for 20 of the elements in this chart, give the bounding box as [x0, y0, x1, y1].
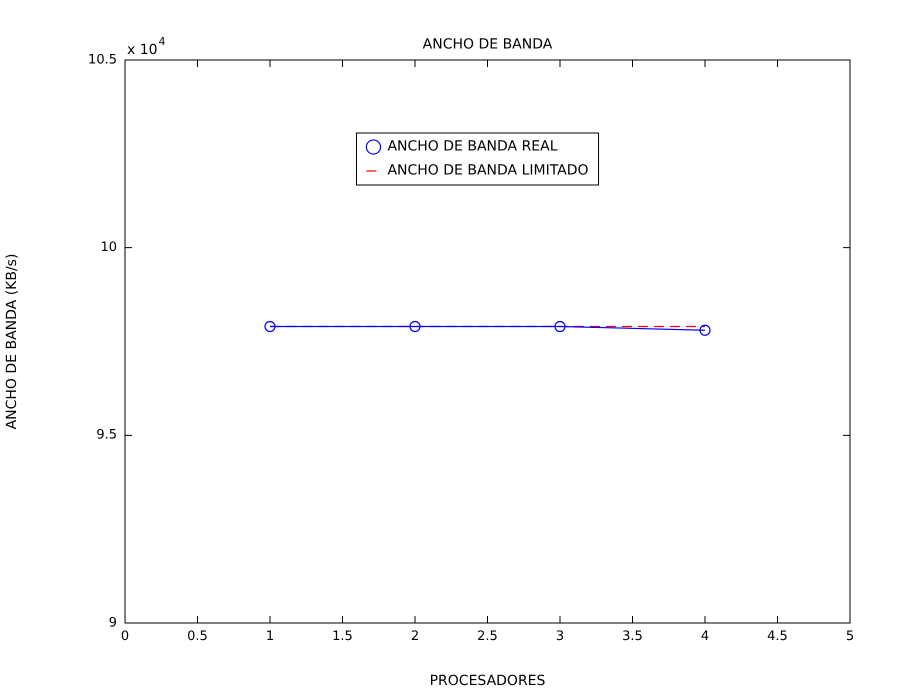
x-tick-label: 0 [120, 629, 130, 644]
x-tick-label: 1.5 [332, 629, 353, 644]
x-tick-label: 2.5 [477, 629, 498, 644]
y-axis-title: ANCHO DE BANDA (KB/s) [4, 254, 20, 430]
legend-label: ANCHO DE BANDA REAL [387, 138, 558, 155]
x-tick-label: 1 [266, 629, 274, 644]
legend-label: ANCHO DE BANDA LIMITADO [387, 162, 589, 179]
y-tick-label: 10.5 [88, 52, 117, 68]
x-tick-label: 0.5 [187, 629, 208, 644]
x-tick-label: 4 [700, 629, 710, 644]
x-tick-label: 5 [846, 629, 854, 644]
y-tick-label: 9.5 [96, 428, 117, 443]
x-axis-title: PROCESADORES [430, 673, 546, 690]
y-tick-label: 9 [108, 615, 117, 630]
x-tick-label: 3.5 [622, 629, 643, 644]
x-tick-label: 2 [410, 629, 420, 644]
chart-title: ANCHO DE BANDA [422, 36, 553, 53]
y-tick-label: 10 [100, 240, 117, 256]
x-tick-label: 3 [556, 629, 564, 644]
x-tick-label: 4.5 [767, 629, 788, 644]
